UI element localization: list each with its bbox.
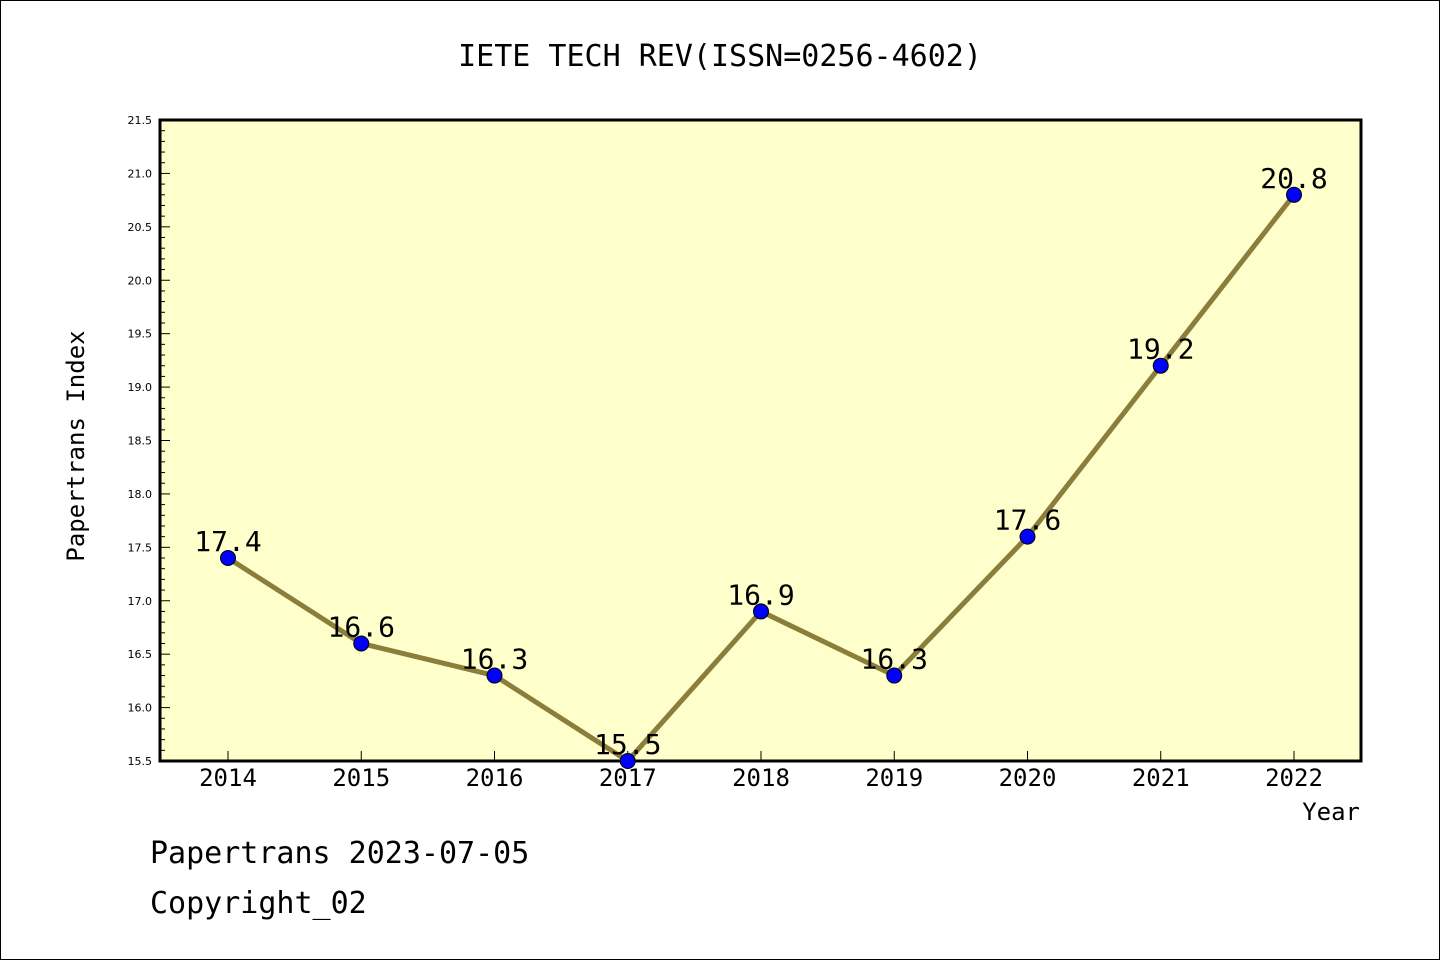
y-tick-label: 16.5 xyxy=(128,648,153,661)
y-tick-label: 19.5 xyxy=(128,328,153,341)
y-tick-label: 18.5 xyxy=(128,435,153,448)
x-tick-label: 2019 xyxy=(865,764,923,792)
x-axis-label: Year xyxy=(1302,798,1360,826)
data-point xyxy=(1019,528,1036,545)
footer-date: Papertrans 2023-07-05 xyxy=(150,836,530,871)
x-axis: 2014 2015 2016 2017 2018 2019 2020 2021 2022 xyxy=(199,751,1323,792)
series-markers xyxy=(220,186,1302,769)
data-point xyxy=(886,667,903,684)
data-label: 16.3 xyxy=(861,643,928,676)
data-point xyxy=(220,550,236,567)
y-axis-label: Papertrans Index xyxy=(62,330,90,561)
y-tick-label: 17.0 xyxy=(128,595,153,608)
y-tick-label: 15.5 xyxy=(128,755,153,768)
chart-title: IETE TECH REV(ISSN=0256-4602) xyxy=(458,39,982,74)
data-label: 19.2 xyxy=(1127,333,1194,366)
data-label: 15.5 xyxy=(594,728,661,761)
x-tick-label: 2015 xyxy=(332,764,390,792)
data-point xyxy=(1152,357,1169,374)
data-label: 16.6 xyxy=(328,610,395,643)
data-label: 17.6 xyxy=(994,504,1061,537)
x-tick-label: 2018 xyxy=(732,764,790,792)
x-tick-label: 2016 xyxy=(466,764,524,792)
y-axis: 15.5 16.0 16.5 17.0 17.5 18.0 18.5 19.0 19.5 20.0… xyxy=(128,114,170,768)
y-tick-label: 21.5 xyxy=(128,114,153,127)
plot-area xyxy=(158,118,1363,763)
footer-copyright: Copyright_02 xyxy=(150,886,367,921)
data-point xyxy=(753,603,769,620)
data-point xyxy=(353,635,370,652)
x-tick-label: 2022 xyxy=(1265,764,1323,792)
data-labels: 17.4 16.6 16.3 15.5 16.9 16.3 17.6 19.2 20.8 xyxy=(194,162,1327,761)
x-tick-label: 2020 xyxy=(999,764,1057,792)
data-label: 16.3 xyxy=(461,643,528,676)
data-point xyxy=(486,667,503,684)
y-tick-label: 17.5 xyxy=(128,541,153,554)
y-tick-label: 20.0 xyxy=(128,274,153,287)
x-tick-label: 2021 xyxy=(1132,764,1190,792)
data-label: 20.8 xyxy=(1260,162,1327,195)
y-tick-label: 20.5 xyxy=(128,221,153,234)
data-point xyxy=(1286,186,1302,203)
y-tick-label: 21.0 xyxy=(128,167,153,180)
data-label: 16.9 xyxy=(727,578,794,611)
x-tick-label: 2014 xyxy=(199,764,257,792)
data-label: 17.4 xyxy=(194,525,261,558)
y-tick-label: 19.0 xyxy=(128,381,153,394)
data-point xyxy=(619,753,636,769)
y-tick-label: 16.0 xyxy=(128,702,153,715)
y-tick-label: 18.0 xyxy=(128,488,153,501)
